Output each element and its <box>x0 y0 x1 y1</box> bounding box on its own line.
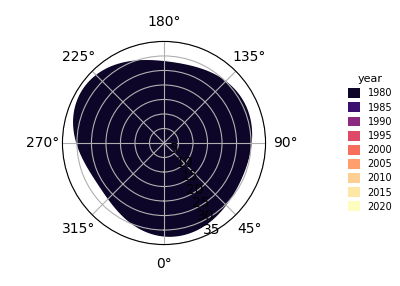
Polygon shape <box>94 81 230 215</box>
Polygon shape <box>93 80 232 216</box>
Polygon shape <box>101 88 223 208</box>
Polygon shape <box>80 67 245 230</box>
Polygon shape <box>87 74 238 223</box>
Polygon shape <box>74 61 251 235</box>
Polygon shape <box>79 66 246 231</box>
Polygon shape <box>75 62 250 235</box>
Polygon shape <box>95 82 230 214</box>
Legend: 1980, 1985, 1990, 1995, 2000, 2005, 2010, 2015, 2020: 1980, 1985, 1990, 1995, 2000, 2005, 2010… <box>345 72 395 214</box>
Polygon shape <box>86 73 239 223</box>
Polygon shape <box>96 83 229 214</box>
Polygon shape <box>96 83 228 213</box>
Polygon shape <box>76 63 249 233</box>
Polygon shape <box>77 64 248 233</box>
Polygon shape <box>84 70 242 226</box>
Polygon shape <box>102 89 223 207</box>
Polygon shape <box>98 85 227 211</box>
Polygon shape <box>78 65 246 231</box>
Polygon shape <box>91 78 234 219</box>
Polygon shape <box>97 84 228 212</box>
Polygon shape <box>83 70 242 227</box>
Polygon shape <box>92 79 233 218</box>
Polygon shape <box>89 76 236 221</box>
Polygon shape <box>88 74 237 222</box>
Polygon shape <box>76 63 249 234</box>
Polygon shape <box>82 69 243 228</box>
Polygon shape <box>84 71 241 226</box>
Polygon shape <box>78 65 247 232</box>
Polygon shape <box>98 85 226 211</box>
Polygon shape <box>92 79 232 217</box>
Polygon shape <box>74 61 252 236</box>
Polygon shape <box>90 76 235 220</box>
Polygon shape <box>94 81 231 216</box>
Polygon shape <box>90 77 234 219</box>
Polygon shape <box>86 72 240 224</box>
Polygon shape <box>81 68 244 228</box>
Polygon shape <box>100 87 224 208</box>
Polygon shape <box>81 67 244 229</box>
Polygon shape <box>88 75 237 221</box>
Polygon shape <box>85 72 240 225</box>
Polygon shape <box>100 87 225 209</box>
Polygon shape <box>99 86 226 210</box>
